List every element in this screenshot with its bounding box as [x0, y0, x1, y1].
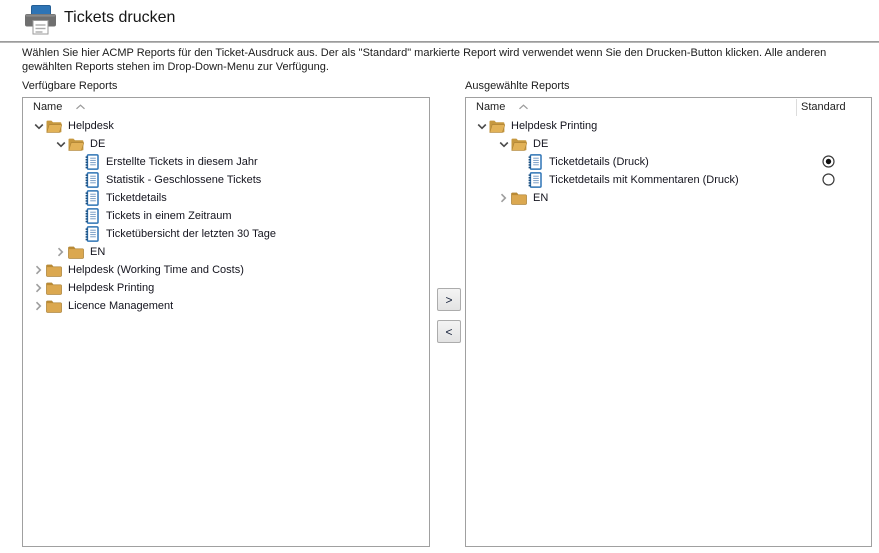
chevron-right-icon[interactable] — [31, 301, 46, 311]
column-separator — [796, 99, 797, 116]
chevron-down-icon[interactable] — [474, 123, 489, 130]
column-header-standard[interactable]: Standard — [801, 101, 846, 113]
tree-row[interactable]: EN — [23, 243, 429, 261]
page-title: Tickets drucken — [64, 9, 176, 26]
description-text: Wählen Sie hier ACMP Reports für den Tic… — [22, 47, 827, 73]
report-icon — [84, 172, 100, 188]
tree-row[interactable]: DE — [23, 135, 429, 153]
column-header-label: Name — [33, 101, 63, 113]
folder-closed-icon — [68, 246, 84, 259]
available-reports-label: Verfügbare Reports — [22, 80, 118, 92]
available-reports-panel: Name Helpdesk DE Erstellte Tickets in dies… — [22, 97, 430, 547]
chevron-down-icon[interactable] — [496, 141, 511, 148]
folder-closed-icon — [46, 282, 62, 295]
chevron-down-icon[interactable] — [31, 123, 46, 130]
tree-item-label: DE — [533, 138, 549, 150]
tree-row[interactable]: Ticketdetails (Druck) — [466, 153, 871, 171]
tree-item-label: Helpdesk — [68, 120, 114, 132]
header-divider — [0, 41, 879, 43]
tree-item-label: DE — [90, 138, 106, 150]
tree-item-label: Ticketdetails — [106, 192, 167, 204]
tree-item-label: Licence Management — [68, 300, 174, 312]
tree-item-label: Ticketübersicht der letzten 30 Tage — [106, 228, 276, 240]
folder-open-icon — [511, 138, 527, 151]
tree-row[interactable]: EN — [466, 189, 871, 207]
report-icon — [84, 154, 100, 170]
tree-row[interactable]: Ticketübersicht der letzten 30 Tage — [23, 225, 429, 243]
tree-row[interactable]: Helpdesk — [23, 117, 429, 135]
chevron-right-icon[interactable] — [31, 283, 46, 293]
folder-closed-icon — [46, 300, 62, 313]
report-icon — [84, 226, 100, 242]
tree-row[interactable]: Statistik - Geschlossene Tickets — [23, 171, 429, 189]
tree-row[interactable]: Licence Management — [23, 297, 429, 315]
tree-row[interactable]: Helpdesk (Working Time and Costs) — [23, 261, 429, 279]
tree-item-label: Helpdesk Printing — [511, 120, 598, 132]
report-icon — [84, 208, 100, 224]
tree-row[interactable]: Helpdesk Printing — [466, 117, 871, 135]
tree-row[interactable]: Tickets in einem Zeitraum — [23, 207, 429, 225]
tree-item-label: Statistik - Geschlossene Tickets — [106, 174, 262, 186]
folder-open-icon — [489, 120, 505, 133]
tree-item-label: EN — [90, 246, 106, 258]
report-icon — [527, 172, 543, 188]
move-left-button[interactable]: < — [437, 320, 461, 343]
folder-open-icon — [68, 138, 84, 151]
tree-item-label: Helpdesk (Working Time and Costs) — [68, 264, 244, 276]
report-icon — [84, 190, 100, 206]
sort-ascending-icon — [75, 104, 86, 110]
tree-row[interactable]: Erstellte Tickets in diesem Jahr — [23, 153, 429, 171]
column-header-label: Name — [476, 101, 506, 113]
available-reports-tree: Helpdesk DE Erstellte Tickets in diesem Ja… — [23, 117, 429, 546]
standard-radio[interactable] — [822, 173, 835, 186]
tree-row[interactable]: DE — [466, 135, 871, 153]
tree-item-label: Ticketdetails mit Kommentaren (Druck) — [549, 174, 739, 186]
tree-row[interactable]: Helpdesk Printing — [23, 279, 429, 297]
selected-reports-tree: Helpdesk Printing DE Ticketdetails (Druck)… — [466, 117, 871, 546]
column-header-name[interactable]: Name — [476, 101, 529, 113]
selected-reports-label: Ausgewählte Reports — [465, 80, 570, 92]
tree-item-label: Erstellte Tickets in diesem Jahr — [106, 156, 258, 168]
chevron-right-icon[interactable] — [496, 193, 511, 203]
tree-header: Name — [23, 98, 429, 117]
chevron-right-icon[interactable] — [31, 265, 46, 275]
tree-item-label: Helpdesk Printing — [68, 282, 155, 294]
folder-closed-icon — [46, 264, 62, 277]
sort-ascending-icon — [518, 104, 529, 110]
printer-icon — [23, 4, 58, 37]
standard-radio[interactable] — [822, 155, 835, 168]
tree-item-label: EN — [533, 192, 549, 204]
folder-open-icon — [46, 120, 62, 133]
tree-item-label: Ticketdetails (Druck) — [549, 156, 649, 168]
tree-item-label: Tickets in einem Zeitraum — [106, 210, 232, 222]
chevron-right-icon[interactable] — [53, 247, 68, 257]
folder-closed-icon — [511, 192, 527, 205]
selected-reports-panel: Name Standard Helpdesk Printing DE Ticketd… — [465, 97, 872, 547]
report-icon — [527, 154, 543, 170]
column-header-name[interactable]: Name — [33, 101, 86, 113]
move-right-button[interactable]: > — [437, 288, 461, 311]
tree-row[interactable]: Ticketdetails — [23, 189, 429, 207]
tree-row[interactable]: Ticketdetails mit Kommentaren (Druck) — [466, 171, 871, 189]
tree-header: Name Standard — [466, 98, 871, 117]
chevron-down-icon[interactable] — [53, 141, 68, 148]
